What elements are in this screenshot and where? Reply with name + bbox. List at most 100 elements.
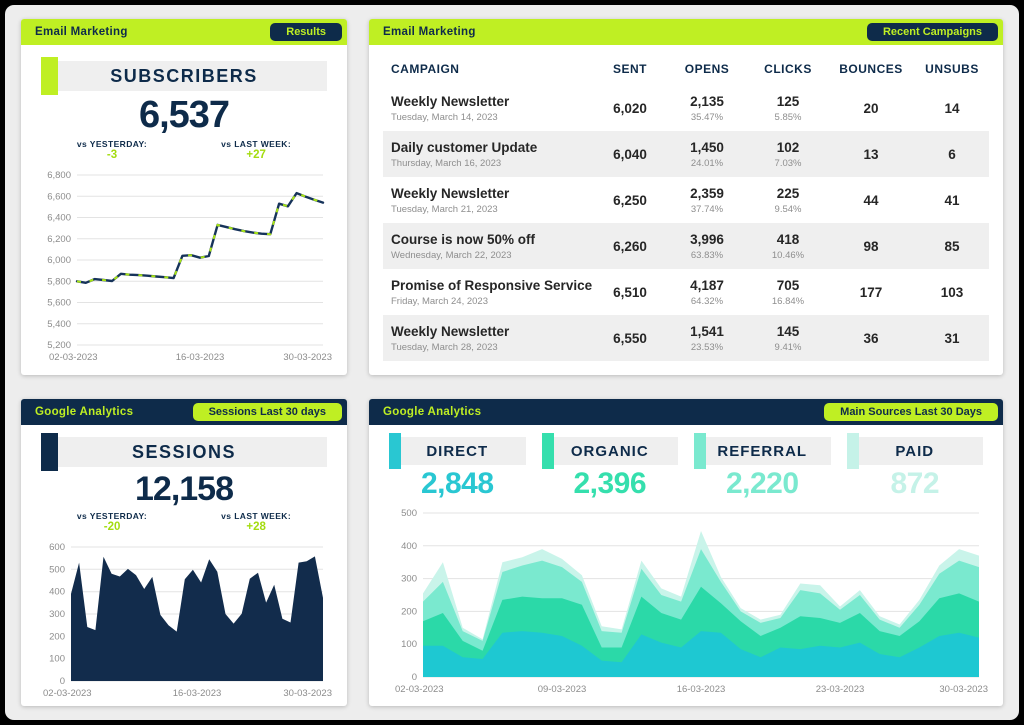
source-banner-organic: ORGANIC	[541, 433, 678, 469]
svg-text:02-03-2023: 02-03-2023	[43, 688, 92, 699]
vs-last-week-label: vs LAST WEEK:	[221, 511, 292, 521]
sent-value: 6,550	[613, 330, 647, 346]
subscribers-banner: SUBSCRIBERS	[41, 57, 327, 95]
svg-text:02-03-2023: 02-03-2023	[395, 684, 444, 695]
recent-campaigns-badge[interactable]: Recent Campaigns	[866, 23, 998, 41]
opens-pct: 37.74%	[690, 203, 724, 215]
svg-text:500: 500	[401, 508, 417, 519]
source-value-referral: 2,220	[725, 467, 799, 500]
unsubs-value: 6	[948, 146, 956, 162]
svg-text:0: 0	[412, 672, 417, 683]
opens-pct: 23.53%	[690, 341, 724, 353]
opens-pct: 63.83%	[690, 249, 724, 261]
sent-value: 6,510	[613, 284, 647, 300]
unsubs-value: 85	[944, 238, 960, 254]
source-label: PAID	[895, 442, 935, 460]
campaign-date: Wednesday, March 22, 2023	[391, 249, 512, 261]
source-label: REFERRAL	[717, 442, 808, 460]
accent-bar	[694, 433, 706, 469]
campaign-date: Thursday, March 16, 2023	[391, 157, 502, 169]
sessions-value: 12,158	[135, 470, 234, 508]
svg-text:6,800: 6,800	[47, 170, 71, 181]
bounces-value: 177	[859, 284, 883, 300]
sessions-area-chart: 0 100 200 300 400 500 600 02-03-2023 16-03-2023 3…	[31, 539, 337, 706]
svg-text:400: 400	[401, 541, 417, 552]
vs-last-week-value: +27	[246, 149, 266, 161]
bounces-value: 36	[863, 330, 879, 346]
svg-text:30-03-2023: 30-03-2023	[283, 352, 332, 363]
bounces-value: 20	[863, 100, 879, 116]
col-bounces: BOUNCES	[839, 62, 903, 76]
clicks-value: 145	[776, 323, 800, 339]
svg-text:02-03-2023: 02-03-2023	[49, 352, 98, 363]
svg-text:5,400: 5,400	[47, 319, 71, 330]
accent-bar	[846, 433, 859, 469]
opens-value: 1,541	[690, 323, 724, 339]
vs-last-week-label: vs LAST WEEK:	[221, 139, 292, 149]
vs-yesterday-label: vs YESTERDAY:	[76, 511, 148, 521]
clicks-pct: 9.54%	[774, 203, 802, 215]
panel-title: Google Analytics	[35, 406, 134, 418]
clicks-pct: 5.85%	[774, 111, 802, 123]
sent-value: 6,250	[613, 192, 647, 208]
panel-header: Email Marketing Recent Campaigns	[369, 19, 1003, 45]
svg-text:100: 100	[401, 639, 417, 650]
results-badge[interactable]: Results	[270, 23, 342, 41]
source-value-direct: 2,848	[420, 467, 494, 500]
sessions-badge[interactable]: Sessions Last 30 days	[192, 403, 342, 421]
vs-yesterday-label: vs YESTERDAY:	[76, 139, 148, 149]
clicks-value: 102	[776, 139, 800, 155]
col-campaign: CAMPAIGN	[391, 62, 460, 76]
table-row: Daily customer Update Thursday, March 16,…	[383, 131, 989, 177]
main-sources-badge[interactable]: Main Sources Last 30 Days	[824, 403, 998, 421]
campaign-date: Tuesday, March 21, 2023	[391, 203, 498, 215]
panel-header: Email Marketing Results	[21, 19, 347, 45]
svg-text:16-03-2023: 16-03-2023	[173, 688, 222, 699]
accent-bar	[41, 57, 58, 95]
opens-value: 3,996	[690, 231, 724, 247]
panel-subscribers: Email Marketing Results SUBSCRIBERS 6,53…	[21, 19, 347, 375]
panel-title: Email Marketing	[383, 26, 476, 38]
svg-text:16-03-2023: 16-03-2023	[176, 352, 225, 363]
campaign-name: Promise of Responsive Service	[391, 277, 593, 293]
campaign-name: Daily customer Update	[391, 139, 538, 155]
svg-text:6,200: 6,200	[47, 234, 71, 245]
svg-text:5,800: 5,800	[47, 276, 71, 287]
subscribers-line-chart: 5,200 5,400 5,600 5,800 6,000 6,200 6,400 6,600…	[31, 167, 337, 370]
opens-value: 2,135	[690, 93, 724, 109]
panel-header: Google Analytics Main Sources Last 30 Da…	[369, 399, 1003, 425]
svg-text:09-03-2023: 09-03-2023	[538, 684, 587, 695]
svg-text:30-03-2023: 30-03-2023	[939, 684, 988, 695]
clicks-value: 418	[776, 231, 800, 247]
source-banner-direct: DIRECT	[389, 433, 526, 469]
vs-last-week-value: +28	[246, 521, 266, 533]
unsubs-value: 14	[944, 100, 960, 116]
opens-pct: 24.01%	[690, 157, 724, 169]
bounces-value: 44	[863, 192, 879, 208]
panel-sources: Google Analytics Main Sources Last 30 Da…	[369, 399, 1003, 706]
unsubs-value: 31	[944, 330, 960, 346]
svg-text:16-03-2023: 16-03-2023	[677, 684, 726, 695]
sessions-compare: vs YESTERDAY: -20 vs LAST WEEK: +28	[21, 511, 347, 533]
col-clicks: CLICKS	[764, 62, 812, 76]
col-unsubs: UNSUBS	[925, 62, 979, 76]
table-row: Promise of Responsive Service Friday, Mar…	[383, 269, 989, 315]
svg-text:6,600: 6,600	[47, 191, 71, 202]
svg-text:0: 0	[60, 676, 65, 687]
svg-text:5,200: 5,200	[47, 340, 71, 351]
source-value-paid: 872	[890, 467, 940, 500]
unsubs-value: 41	[944, 192, 960, 208]
bounces-value: 13	[863, 146, 879, 162]
panel-header: Google Analytics Sessions Last 30 days	[21, 399, 347, 425]
subscribers-compare: vs YESTERDAY: -3 vs LAST WEEK: +27	[21, 139, 347, 161]
sources-stacked-chart: 0 100 200 300 400 500 02-03-2023 09-03-2023 16-0…	[383, 505, 989, 702]
kpi-label: SUBSCRIBERS	[110, 65, 258, 86]
campaign-name: Weekly Newsletter	[391, 185, 510, 201]
source-label: ORGANIC	[570, 442, 649, 460]
source-values: 2,848 2,396 2,220 872	[389, 467, 983, 501]
svg-text:300: 300	[49, 609, 65, 620]
bounces-value: 98	[863, 238, 879, 254]
campaign-date: Tuesday, March 14, 2023	[391, 111, 498, 123]
campaign-table: CAMPAIGN SENT OPENS CLICKS BOUNCES UNSUB…	[369, 45, 1003, 361]
